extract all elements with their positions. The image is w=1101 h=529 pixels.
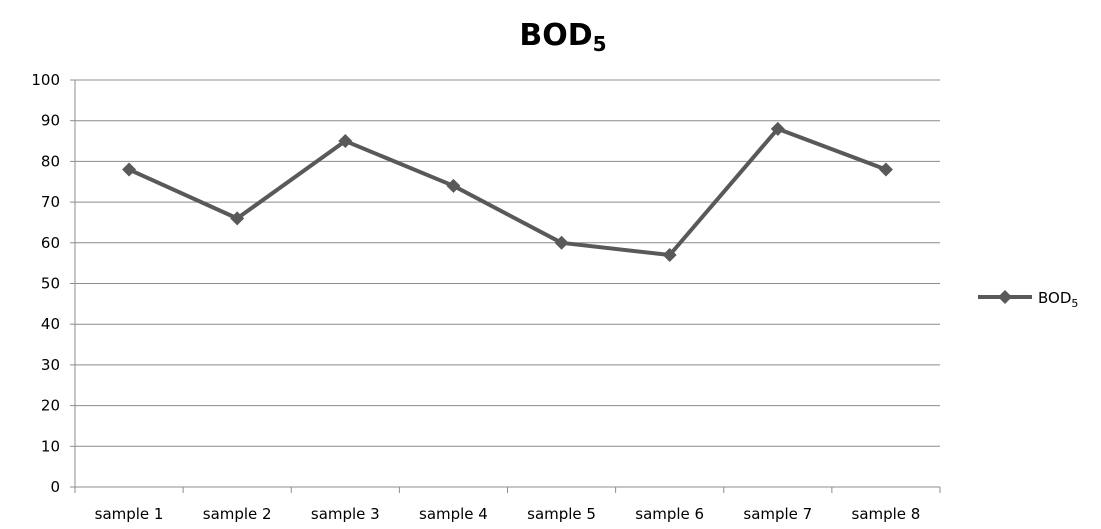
y-tick-label: 40	[41, 315, 60, 333]
y-tick-label: 80	[41, 152, 60, 170]
gridlines	[75, 79, 940, 447]
data-point-marker	[338, 134, 353, 149]
y-tick-label: 90	[41, 112, 60, 130]
legend-label: BOD	[1038, 289, 1071, 307]
data-point-marker	[230, 211, 245, 226]
legend-diamond-marker	[998, 290, 1012, 304]
x-tick-label: sample 8	[852, 505, 921, 523]
x-axis-ticks: sample 1 sample 2 sample 3 sample 4 sample 5…	[74, 487, 941, 523]
y-tick-label: 100	[31, 71, 60, 89]
svg-text:BOD5: BOD5	[519, 18, 606, 56]
data-point-marker	[878, 162, 893, 177]
data-point-marker	[770, 121, 785, 136]
chart-title: BOD5	[519, 18, 606, 56]
x-tick-label: sample 3	[311, 505, 380, 523]
legend-label-subscript: 5	[1071, 297, 1078, 310]
data-point-marker	[554, 235, 569, 250]
series-group	[122, 121, 893, 263]
x-tick-label: sample 2	[203, 505, 272, 523]
legend: BOD5	[978, 289, 1078, 310]
y-tick-label: 60	[41, 234, 60, 252]
y-tick-label: 70	[41, 193, 60, 211]
x-tick-label: sample 6	[635, 505, 704, 523]
y-tick-label: 50	[41, 275, 60, 293]
x-tick-label: sample 5	[527, 505, 596, 523]
y-tick-label: 20	[41, 397, 60, 415]
data-point-marker	[662, 248, 677, 263]
y-axis-ticks: 0 10 20 30 40 50 60 70 80 90 100	[31, 71, 75, 496]
data-point-marker	[446, 178, 461, 193]
y-tick-label: 0	[50, 478, 60, 496]
y-tick-label: 10	[41, 437, 60, 455]
x-tick-label: sample 4	[419, 505, 488, 523]
y-tick-label: 30	[41, 356, 60, 374]
chart-title-text: BOD	[519, 18, 592, 53]
svg-text:BOD5: BOD5	[1038, 289, 1078, 310]
x-tick-label: sample 7	[743, 505, 812, 523]
series-line-bod5	[128, 126, 887, 258]
data-point-marker	[122, 162, 137, 177]
x-tick-label: sample 1	[95, 505, 164, 523]
chart-title-subscript: 5	[593, 32, 607, 56]
